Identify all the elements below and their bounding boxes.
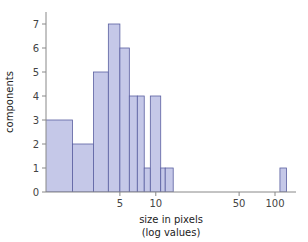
bar (46, 120, 72, 192)
y-tick-label: 0 (33, 187, 39, 198)
bar (93, 72, 108, 192)
x-tick (239, 192, 240, 196)
bar (280, 168, 287, 192)
x-tick (275, 192, 276, 196)
y-tick (42, 48, 46, 49)
bar (72, 144, 93, 192)
y-tick (42, 168, 46, 169)
x-tick-label: 100 (265, 198, 284, 209)
bar (120, 48, 129, 192)
bar (144, 168, 150, 192)
bar (129, 96, 137, 192)
x-tick-label: 5 (117, 198, 123, 209)
bars (46, 24, 287, 192)
bar (161, 168, 166, 192)
y-tick-label: 1 (33, 163, 39, 174)
y-tick (42, 192, 46, 193)
bar (165, 168, 173, 192)
y-tick-label: 2 (33, 139, 39, 150)
bar (150, 96, 160, 192)
y-tick (42, 72, 46, 73)
x-tick (155, 192, 156, 196)
y-tick (42, 24, 46, 25)
y-tick-label: 3 (33, 115, 39, 126)
y-tick (42, 96, 46, 97)
chart: 5 10 50 100 0 1 2 3 4 5 6 7 size in pixels(log value… (0, 0, 308, 242)
x-tick (119, 192, 120, 196)
y-tick-label: 5 (33, 67, 39, 78)
x-axis-line (46, 192, 296, 193)
y-axis-line (46, 12, 47, 192)
y-axis-label: components (4, 71, 15, 133)
y-tick-label: 6 (33, 43, 39, 54)
y-tick-label: 4 (33, 91, 39, 102)
chart-container: 5 10 50 100 0 1 2 3 4 5 6 7 size in pixels(log value… (0, 0, 308, 242)
y-tick-label: 7 (33, 19, 39, 30)
x-axis-label: size in pixels(log values) (139, 214, 203, 238)
bar (137, 96, 144, 192)
y-tick (42, 144, 46, 145)
x-tick-label: 50 (233, 198, 246, 209)
y-tick (42, 120, 46, 121)
bar (108, 24, 120, 192)
x-tick-label: 10 (149, 198, 162, 209)
